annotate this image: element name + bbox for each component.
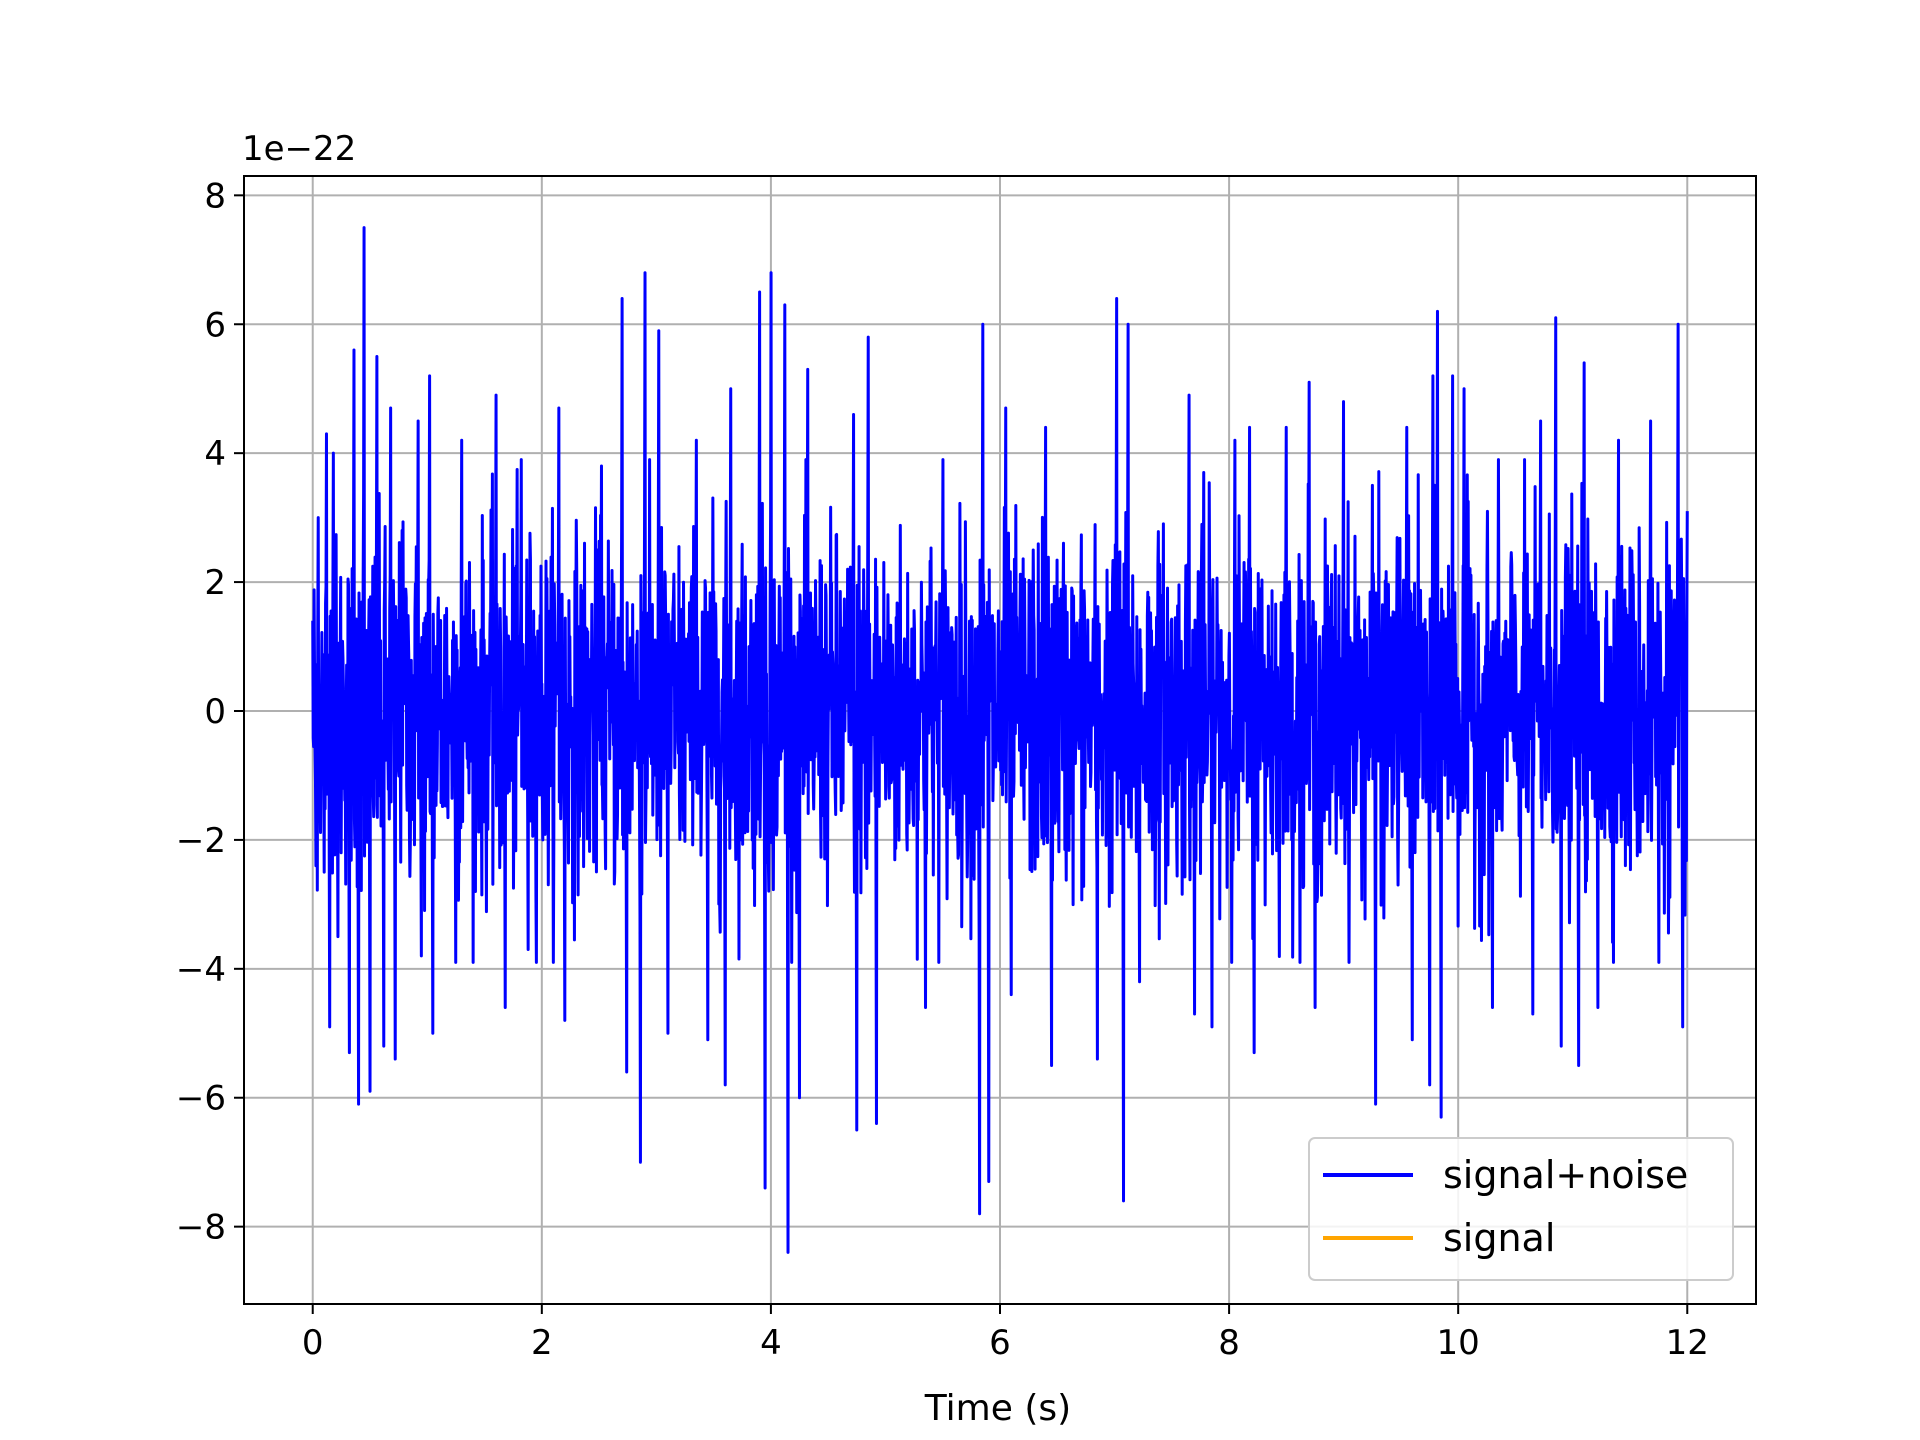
- y-tick-label: 2: [204, 563, 226, 603]
- x-axis: 0 2 4 6 8 10 12: [302, 1304, 1709, 1363]
- x-tick-label: 2: [531, 1323, 553, 1363]
- series-line-signal-noise: [311, 226, 1689, 1254]
- y-tick-label: −2: [176, 821, 226, 861]
- y-axis: −8 −6 −4 −2 0 2 4 6 8: [176, 176, 244, 1248]
- legend: signal+noise signal: [1308, 1137, 1734, 1281]
- y-tick-label: 6: [204, 305, 226, 345]
- y-offset-text: 1e−22: [242, 129, 356, 169]
- y-tick-label: −4: [176, 950, 226, 990]
- y-tick-label: 8: [204, 176, 226, 216]
- y-tick-label: 0: [204, 692, 226, 732]
- x-axis-label: Time (s): [924, 1388, 1071, 1429]
- x-tick-label: 12: [1666, 1323, 1709, 1363]
- y-tick-label: −6: [176, 1079, 226, 1119]
- x-tick-label: 4: [760, 1323, 782, 1363]
- y-tick-label: −8: [176, 1208, 226, 1248]
- series-layer: [311, 226, 1689, 1254]
- x-tick-label: 10: [1437, 1323, 1480, 1363]
- legend-label-signal: signal: [1443, 1216, 1555, 1260]
- x-tick-label: 8: [1218, 1323, 1240, 1363]
- legend-box: [1308, 1137, 1734, 1281]
- x-tick-label: 0: [302, 1323, 324, 1363]
- x-tick-label: 6: [989, 1323, 1011, 1363]
- legend-label-signal-noise: signal+noise: [1443, 1153, 1688, 1197]
- y-tick-label: 4: [204, 434, 226, 474]
